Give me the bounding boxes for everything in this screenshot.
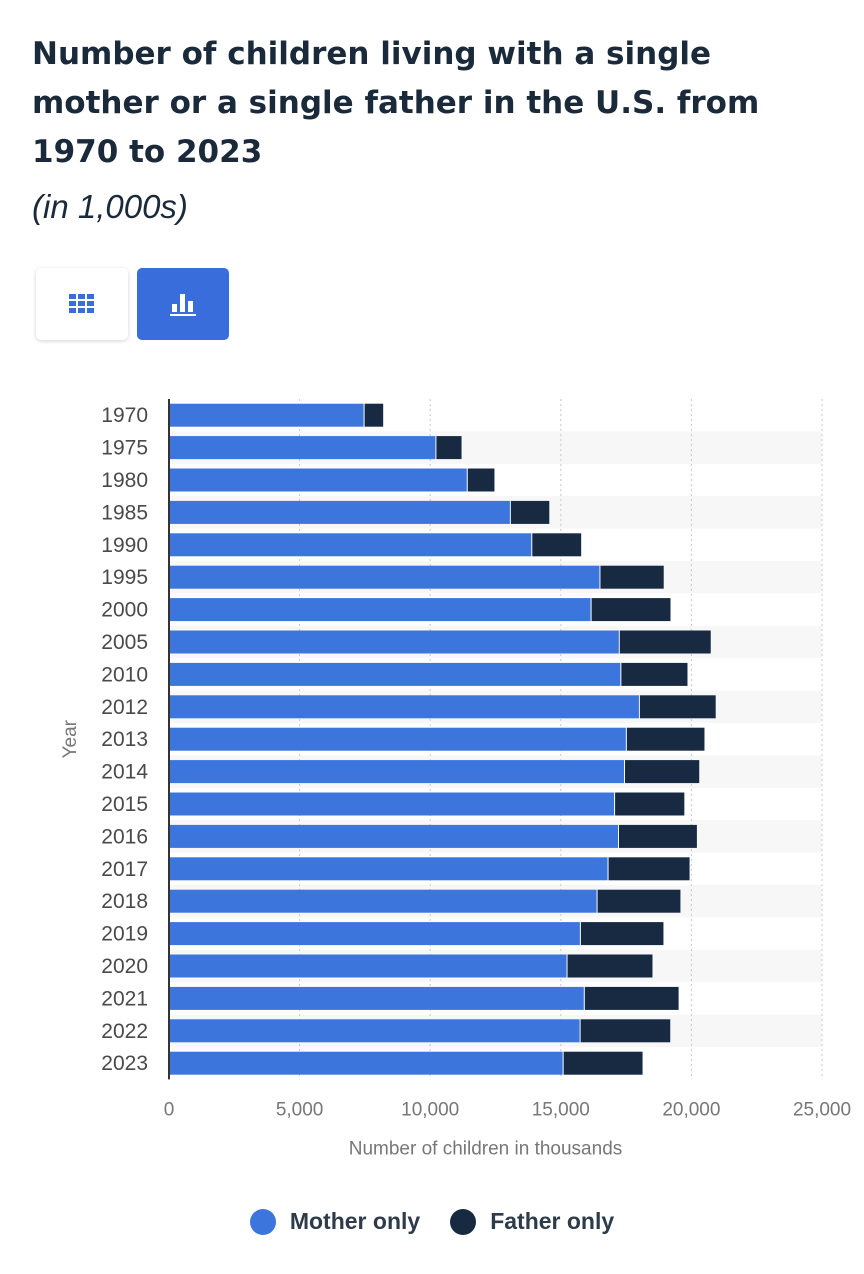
x-tick-label: 5,000 [276, 1099, 324, 1120]
y-axis-title: Year [60, 719, 81, 758]
bar-father-only[interactable] [563, 1051, 643, 1075]
bar-mother-only[interactable] [169, 986, 584, 1010]
y-tick-label: 2015 [101, 793, 148, 816]
y-tick-label: 2013 [101, 728, 148, 751]
bar-mother-only[interactable] [169, 857, 608, 881]
table-view-button[interactable] [36, 268, 128, 340]
bar-mother-only[interactable] [169, 727, 626, 751]
y-tick-label: 2023 [101, 1052, 148, 1075]
legend-item-father[interactable]: Father only [450, 1208, 614, 1235]
bar-mother-only[interactable] [169, 792, 615, 816]
bar-mother-only[interactable] [169, 695, 639, 719]
y-tick-label: 1970 [101, 404, 148, 427]
bar-mother-only[interactable] [169, 760, 625, 784]
legend-label-father: Father only [490, 1208, 615, 1234]
legend-dot-father [450, 1208, 477, 1235]
bar-mother-only[interactable] [169, 500, 510, 524]
bar-father-only[interactable] [567, 954, 653, 978]
x-tick-label: 25,000 [793, 1099, 851, 1120]
bar-chart-icon [170, 294, 196, 316]
y-tick-label: 2019 [101, 923, 148, 946]
bar-father-only[interactable] [626, 727, 705, 751]
bar-father-only[interactable] [625, 760, 700, 784]
bar-mother-only[interactable] [169, 598, 591, 622]
x-tick-label: 10,000 [401, 1099, 459, 1120]
bar-mother-only[interactable] [169, 468, 467, 492]
bar-father-only[interactable] [621, 662, 688, 686]
bar-father-only[interactable] [364, 403, 384, 427]
y-tick-label: 2020 [101, 955, 148, 978]
y-tick-label: 2016 [101, 825, 148, 848]
chart-view-button[interactable] [137, 268, 229, 340]
y-tick-label: 2022 [101, 1020, 148, 1043]
bar-father-only[interactable] [436, 436, 462, 460]
y-tick-label: 2010 [101, 663, 148, 686]
bar-father-only[interactable] [584, 986, 679, 1010]
y-tick-label: 2021 [101, 987, 148, 1010]
x-tick-label: 15,000 [532, 1099, 590, 1120]
legend-item-mother[interactable]: Mother only [249, 1208, 421, 1235]
bar-mother-only[interactable] [169, 403, 364, 427]
bar-father-only[interactable] [597, 889, 681, 913]
bar-father-only[interactable] [580, 1019, 671, 1043]
y-tick-label: 1995 [101, 566, 148, 589]
bar-mother-only[interactable] [169, 533, 532, 557]
stacked-bar-chart: 0 5,000 10,000 15,000 20,000 25,000 1970 1975 19… [60, 399, 851, 1159]
bar-mother-only[interactable] [169, 1019, 580, 1043]
bar-mother-only[interactable] [169, 824, 619, 848]
x-tick-label: 20,000 [662, 1099, 720, 1120]
chart-subtitle: (in 1,000s) [32, 188, 188, 225]
y-tick-label: 1985 [101, 501, 148, 524]
bar-mother-only[interactable] [169, 954, 567, 978]
bar-mother-only[interactable] [169, 889, 597, 913]
bar-mother-only[interactable] [169, 662, 621, 686]
bar-father-only[interactable] [615, 792, 685, 816]
bar-mother-only[interactable] [169, 922, 580, 946]
bar-father-only[interactable] [600, 565, 664, 589]
y-tick-label: 2017 [101, 858, 148, 881]
bar-father-only[interactable] [619, 630, 711, 654]
bar-father-only[interactable] [608, 857, 690, 881]
chart-legend: Mother only Father only [0, 1208, 864, 1235]
y-tick-label: 1975 [101, 437, 148, 460]
y-tick-label: 2005 [101, 631, 148, 654]
bar-father-only[interactable] [580, 922, 664, 946]
bar-father-only[interactable] [639, 695, 716, 719]
chart-title: Number of children living with a single … [32, 36, 760, 170]
legend-dot-mother [249, 1208, 276, 1235]
bar-father-only[interactable] [532, 533, 582, 557]
bar-father-only[interactable] [619, 824, 697, 848]
y-tick-label: 2018 [101, 890, 148, 913]
table-grid-icon [69, 294, 94, 313]
bar-father-only[interactable] [510, 500, 550, 524]
y-tick-label: 2000 [101, 599, 148, 622]
x-tick-label: 0 [164, 1099, 175, 1120]
y-tick-label: 2012 [101, 696, 148, 719]
bar-mother-only[interactable] [169, 1051, 563, 1075]
bar-mother-only[interactable] [169, 630, 619, 654]
bar-father-only[interactable] [591, 598, 671, 622]
x-axis-title: Number of children in thousands [349, 1138, 623, 1159]
y-tick-label: 1980 [101, 469, 148, 492]
legend-label-mother: Mother only [289, 1208, 421, 1234]
y-tick-label: 2014 [101, 761, 148, 784]
bar-father-only[interactable] [467, 468, 495, 492]
y-tick-label: 1990 [101, 534, 148, 557]
bar-mother-only[interactable] [169, 565, 600, 589]
bar-mother-only[interactable] [169, 436, 436, 460]
